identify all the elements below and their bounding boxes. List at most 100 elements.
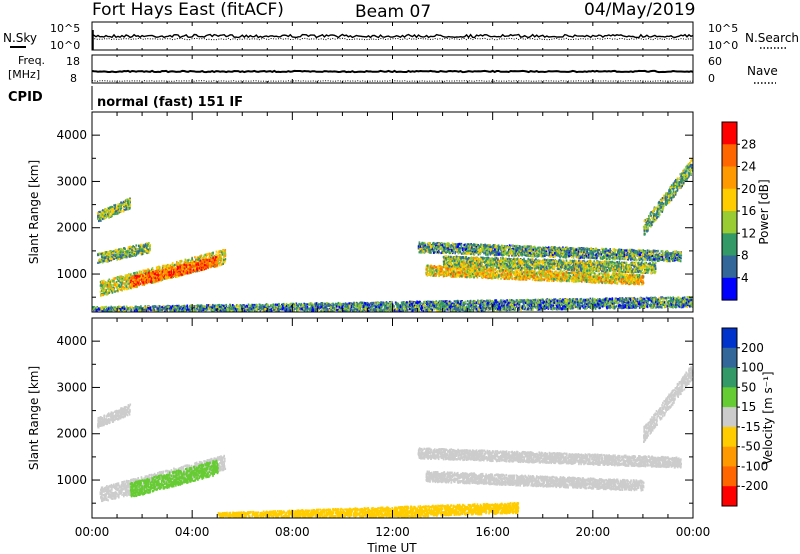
data-cell bbox=[451, 248, 453, 252]
data-cell bbox=[511, 253, 513, 256]
data-cell bbox=[108, 291, 110, 294]
data-cell bbox=[456, 249, 458, 252]
data-cell bbox=[116, 276, 118, 280]
data-cell bbox=[660, 257, 663, 260]
data-cell bbox=[661, 250, 664, 253]
data-cell bbox=[219, 261, 222, 264]
data-cell bbox=[207, 263, 209, 266]
data-cell bbox=[515, 246, 517, 249]
data-cell bbox=[115, 212, 117, 215]
data-cell bbox=[483, 246, 486, 249]
data-cell bbox=[447, 247, 449, 250]
data-cell bbox=[473, 244, 475, 247]
data-cell bbox=[208, 252, 211, 255]
data-cell bbox=[141, 248, 144, 251]
data-cell bbox=[657, 254, 659, 257]
data-cell bbox=[129, 207, 131, 210]
data-cell bbox=[480, 243, 482, 246]
data-cell bbox=[103, 214, 106, 217]
data-cell bbox=[105, 251, 107, 254]
data-cell bbox=[559, 256, 561, 259]
data-cell bbox=[123, 255, 126, 258]
data-cell bbox=[477, 246, 479, 249]
data-cell bbox=[544, 247, 547, 250]
data-cell bbox=[125, 204, 127, 208]
data-cell bbox=[207, 265, 210, 268]
data-cell bbox=[449, 251, 451, 254]
data-cell bbox=[127, 279, 130, 282]
data-cell bbox=[164, 265, 167, 268]
data-cell bbox=[176, 261, 178, 264]
data-cell bbox=[631, 248, 634, 252]
data-cell bbox=[584, 250, 587, 253]
data-cell bbox=[520, 253, 522, 256]
data-cell bbox=[150, 270, 152, 273]
data-cell bbox=[215, 261, 217, 264]
data-cell bbox=[103, 286, 105, 289]
data-cell bbox=[657, 249, 659, 252]
data-cell bbox=[519, 245, 522, 248]
data-cell bbox=[518, 253, 520, 256]
data-cell bbox=[119, 207, 122, 211]
data-cell bbox=[107, 213, 109, 216]
data-cell bbox=[421, 251, 424, 254]
data-cell bbox=[667, 257, 669, 260]
nave-label: Nave bbox=[747, 64, 778, 78]
data-cell bbox=[518, 247, 520, 250]
data-cell bbox=[156, 267, 158, 270]
data-cell bbox=[507, 251, 509, 254]
data-cell bbox=[212, 255, 214, 258]
data-cell bbox=[100, 214, 102, 217]
data-cell bbox=[666, 252, 668, 255]
data-cell bbox=[425, 245, 427, 248]
data-cell bbox=[563, 247, 566, 250]
data-cell bbox=[102, 291, 105, 295]
data-cell bbox=[521, 245, 524, 248]
data-cell bbox=[100, 290, 103, 293]
data-cell bbox=[109, 288, 112, 291]
data-cell bbox=[104, 256, 107, 259]
data-cell bbox=[158, 278, 160, 281]
data-cell bbox=[122, 256, 125, 259]
data-cell bbox=[111, 279, 113, 282]
data-cell bbox=[215, 253, 217, 256]
data-cell bbox=[102, 287, 104, 290]
data-cell bbox=[147, 268, 150, 271]
data-cell bbox=[106, 215, 108, 218]
data-cell bbox=[582, 247, 584, 250]
data-cell bbox=[124, 252, 127, 256]
data-cell bbox=[202, 267, 204, 270]
data-cell bbox=[224, 255, 227, 258]
data-cell bbox=[122, 200, 125, 203]
data-cell bbox=[138, 273, 141, 276]
data-cell bbox=[133, 273, 136, 276]
data-cell bbox=[589, 247, 592, 250]
data-cell bbox=[112, 289, 115, 292]
data-cell bbox=[197, 258, 199, 261]
data-cell bbox=[655, 253, 658, 256]
data-cell bbox=[122, 279, 124, 282]
data-cell bbox=[550, 247, 552, 250]
data-cell bbox=[141, 250, 144, 253]
data-cell bbox=[549, 255, 551, 258]
data-cell bbox=[102, 288, 104, 291]
data-cell bbox=[171, 262, 174, 265]
data-cell bbox=[424, 250, 426, 253]
data-cell bbox=[631, 257, 633, 260]
data-cell bbox=[169, 273, 172, 276]
data-cell bbox=[175, 275, 178, 278]
data-cell bbox=[186, 272, 188, 275]
data-cell bbox=[161, 273, 163, 276]
data-cell bbox=[124, 283, 127, 286]
data-cell bbox=[422, 243, 425, 246]
data-cell bbox=[189, 268, 191, 271]
data-cell bbox=[177, 261, 180, 265]
data-cell bbox=[435, 248, 438, 251]
data-cell bbox=[212, 251, 214, 254]
data-cell bbox=[106, 293, 108, 296]
data-cell bbox=[99, 219, 101, 222]
data-cell bbox=[219, 264, 221, 267]
data-cell bbox=[128, 249, 131, 252]
data-cell bbox=[206, 253, 208, 256]
data-cell bbox=[444, 247, 447, 250]
